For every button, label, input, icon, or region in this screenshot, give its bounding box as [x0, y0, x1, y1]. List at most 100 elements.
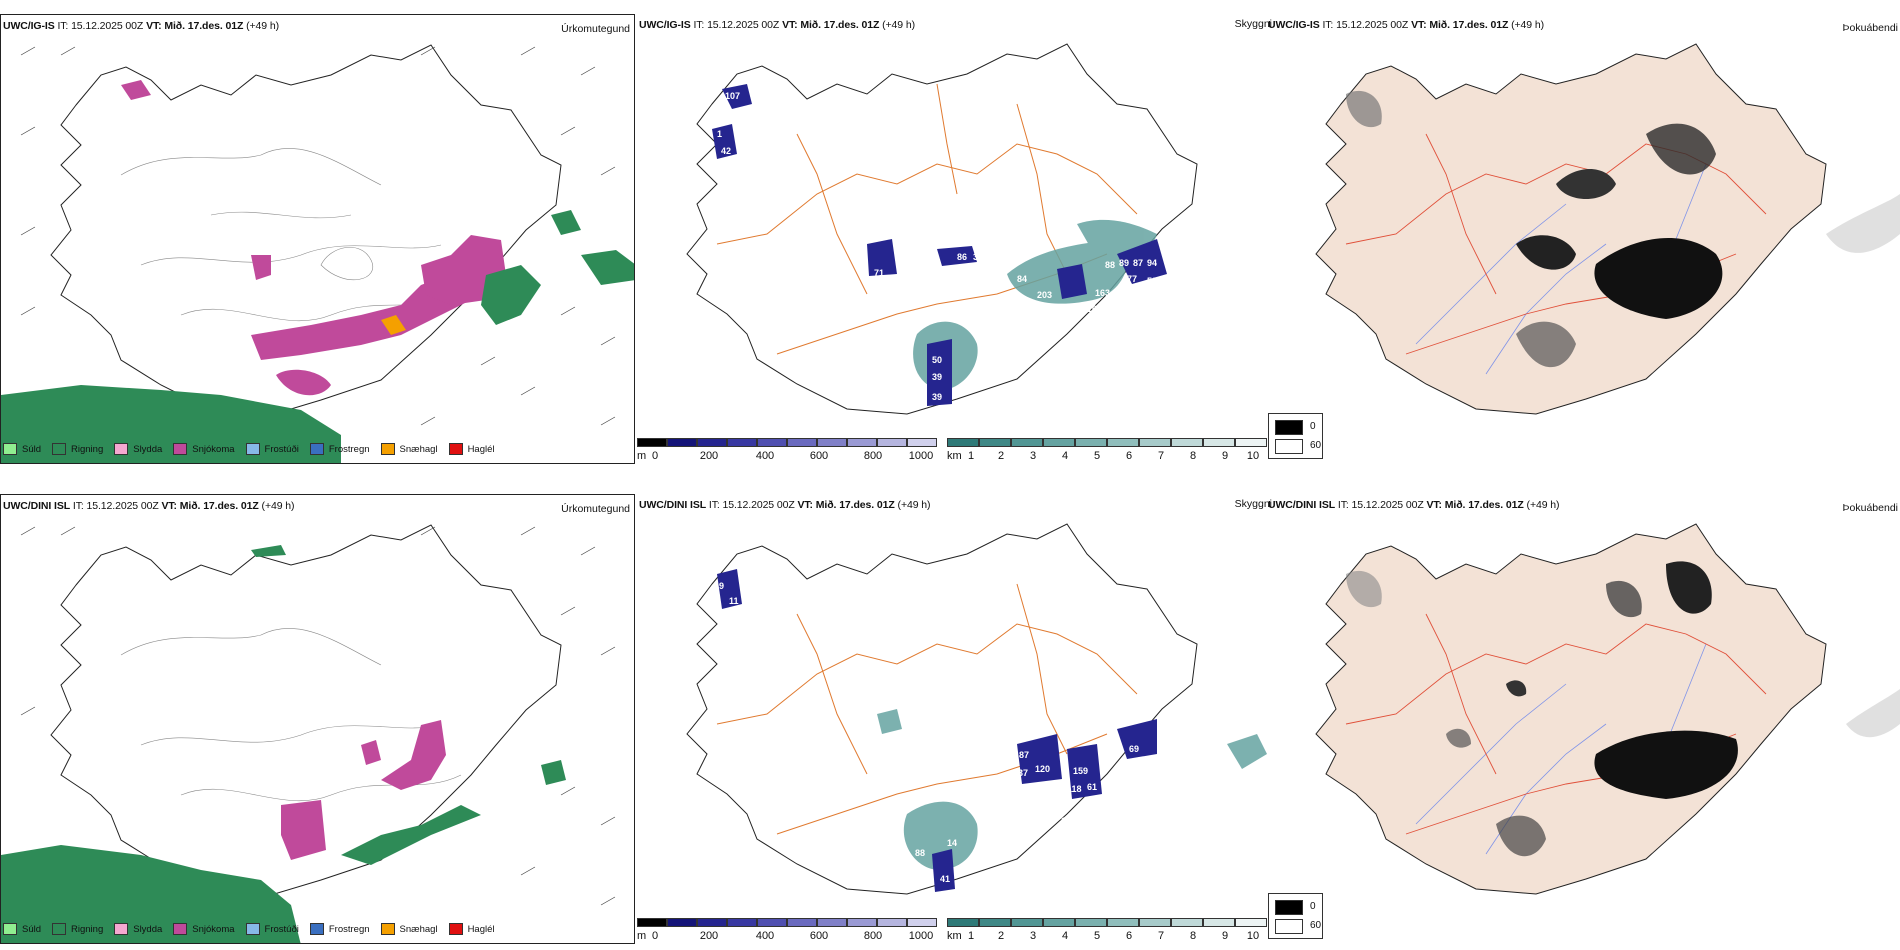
iceland-outline [50, 524, 562, 896]
vt-label: VT: [1426, 499, 1443, 511]
iceland-land [1315, 43, 1827, 415]
ceiling-label: 79 [895, 251, 905, 261]
tick-label: 10 [1246, 930, 1260, 942]
legend-item-snjokoma: Snjókoma [173, 443, 235, 455]
visibility-colorbar-bottom: km 1 2 3 4 5 6 7 8 9 10 [947, 918, 1267, 944]
tick-label: 1 [967, 930, 975, 942]
ceiling-label: 137 [1013, 768, 1028, 778]
ceiling-label: 14 [947, 838, 957, 848]
ceiling-label: 58 [1147, 276, 1157, 286]
ceiling-label: 159 [1073, 766, 1088, 776]
tick-label: 3 [1029, 930, 1037, 942]
ceiling-label: 35 [987, 346, 997, 356]
ceiling-label: 77 [1127, 274, 1137, 284]
legend-item-frostregn: Frostregn [309, 443, 370, 455]
header-top-precip: UWC/IG-IS IT: 15.12.2025 00Z VT: Mið. 17… [3, 20, 279, 32]
legend-item-frostudi: Frostúði [245, 443, 299, 455]
legend-item-hagel: Haglél [448, 923, 495, 935]
ceiling-label: 499 [1213, 806, 1228, 816]
ceiling-label: 1 [717, 129, 722, 139]
lead-time: (+49 h) [897, 499, 931, 511]
legend-item-frostudi: Frostúði [245, 923, 299, 935]
vt-label: VT: [161, 500, 178, 512]
tick-label: 6 [1125, 450, 1133, 462]
legend-item-rigning: Rigning [52, 443, 103, 455]
ceiling-label: 84 [1017, 274, 1027, 284]
it-label: IT: [1337, 499, 1349, 511]
ceiling-label: 39 [932, 372, 942, 382]
precip-legend-bottom: Súld Rigning Slydda Snjókoma Frostúði Fr… [3, 921, 506, 937]
header-top-fog: UWC/IG-IS IT: 15.12.2025 00Z VT: Mið. 17… [1268, 19, 1544, 31]
tick-label: 5 [1093, 930, 1101, 942]
fog-index-map-bottom [1315, 523, 1900, 895]
ceiling-colorbar-top: m 0 200 400 600 800 1000 [637, 438, 937, 464]
ceiling-label: 37 [973, 252, 983, 262]
legend-item-sild: Súld [3, 923, 41, 935]
ceiling-label: 89 [1119, 258, 1129, 268]
fog-index-panel-bottom: UWC/DINI ISL IT: 15.12.2025 00Z VT: Mið.… [1266, 494, 1900, 944]
tick-label: 400 [755, 450, 775, 462]
ceiling-label: 88 [915, 848, 925, 858]
ceiling-label: 71 [874, 268, 884, 278]
it-value: 15.12.2025 00Z [1336, 19, 1409, 31]
tick-label: 200 [699, 450, 719, 462]
fog-legend-label: 0 [1310, 901, 1316, 912]
ceiling-unit: m [637, 450, 647, 462]
it-value: 15.12.2025 00Z [71, 20, 144, 32]
ceiling-label: 203 [1037, 290, 1052, 300]
cloud-visibility-map-top: 107 60 1 42 79 71 86 37 45 84 203 88 89 … [686, 43, 1198, 415]
vt-value: Mið. 17.des. 01Z [1429, 19, 1509, 31]
vt-label: VT: [782, 19, 798, 31]
tick-label: 0 [651, 930, 659, 942]
wind-barbs [20, 46, 616, 426]
ceiling-label: 42 [721, 146, 731, 156]
header-bottom-cloud: UWC/DINI ISL IT: 15.12.2025 00Z VT: Mið.… [639, 499, 931, 511]
ceiling-unit: m [637, 930, 647, 942]
lead-time: (+49 h) [1511, 19, 1544, 31]
precip-legend-top: Súld Rigning Slydda Snjókoma Frostúði Fr… [3, 441, 506, 457]
cloud-visibility-map-bottom: 9 11 87 120 137 159 118 61 69 499 127 88… [686, 523, 1267, 895]
it-label: IT: [57, 20, 69, 32]
cloud-visibility-panel-top: 107 60 1 42 79 71 86 37 45 84 203 88 89 … [637, 14, 1272, 464]
fog-legend-top: 0 60 [1268, 413, 1323, 459]
ceiling-colorbar-bottom: m 0 200 400 600 800 1000 [637, 918, 937, 944]
tick-label: 600 [809, 930, 829, 942]
ceiling-label: 60 [750, 91, 760, 101]
it-value: 15.12.2025 00Z [1351, 499, 1424, 511]
vt-label: VT: [146, 20, 162, 32]
tick-label: 2 [997, 930, 1005, 942]
roads [716, 83, 1138, 355]
ceiling-label: 50 [932, 355, 942, 365]
lead-time: (+49 h) [1526, 499, 1560, 511]
it-label: IT: [1322, 19, 1334, 31]
cloud-visibility-panel-bottom: 9 11 87 120 137 159 118 61 69 499 127 88… [637, 494, 1272, 944]
vt-value: Mið. 17.des. 01Z [800, 19, 880, 31]
legend-item-slydda: Slydda [114, 443, 162, 455]
it-value: 15.12.2025 00Z [86, 500, 159, 512]
vt-label: VT: [797, 499, 814, 511]
model-name: UWC/IG-IS [639, 19, 691, 31]
tick-label: 600 [809, 450, 829, 462]
precip-type-map-bottom [1, 524, 616, 943]
it-value: 15.12.2025 00Z [707, 19, 780, 31]
iceland-outline [50, 44, 562, 416]
tick-label: 800 [863, 450, 883, 462]
tick-label: 400 [755, 930, 775, 942]
precip-areas [1, 545, 566, 943]
precip-type-panel-top: UWC/IG-IS IT: 15.12.2025 00Z VT: Mið. 17… [0, 14, 635, 464]
fog-legend-label: 0 [1310, 421, 1316, 432]
legend-item-hagel: Haglél [448, 443, 495, 455]
fog-index-panel-top: UWC/IG-IS IT: 15.12.2025 00Z VT: Mið. 17… [1266, 14, 1900, 464]
tick-label: 1000 [908, 450, 934, 462]
ceiling-label: 118 [1067, 784, 1082, 794]
fog-legend-label: 60 [1310, 920, 1322, 931]
legend-item-frostregn: Frostregn [309, 923, 370, 935]
ceiling-label: 45 [987, 252, 997, 262]
visibility-unit: km [947, 930, 962, 942]
visibility-colorbar-top: km 1 2 3 4 5 6 7 8 9 10 [947, 438, 1267, 464]
precip-type-map-top [1, 44, 634, 463]
visibility-unit: km [947, 450, 962, 462]
panel-title: Úrkomutegund [561, 23, 630, 35]
model-name: UWC/DINI ISL [3, 500, 71, 512]
panel-title: Þokuábendi [1842, 502, 1898, 514]
